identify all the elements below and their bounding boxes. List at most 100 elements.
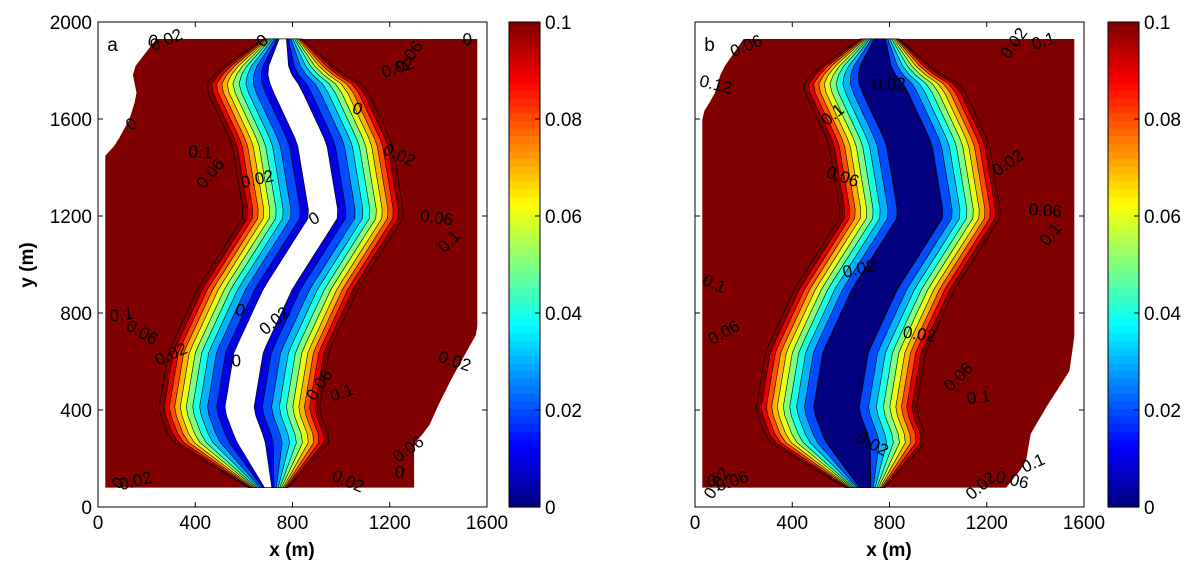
colorbar-segment	[1108, 165, 1139, 175]
colorbar-segment	[509, 256, 540, 266]
contour-label: 0.06	[1028, 200, 1062, 221]
colorbar-segment	[1108, 82, 1139, 91]
colorbar-segment	[509, 400, 540, 410]
colorbar-segment	[1108, 370, 1139, 379]
y-tick-label: 400	[60, 401, 92, 422]
x-tick-label: 1600	[466, 513, 508, 534]
colorbar-segment	[1108, 476, 1139, 485]
colorbar-tick-label: 0.02	[545, 401, 582, 422]
colorbar-segment	[509, 484, 540, 493]
colorbar-segment	[509, 325, 540, 334]
colorbar-a: 0 0.02 0.04 0.06 0.08 0.1	[508, 13, 582, 519]
colorbar-segment	[1108, 385, 1139, 394]
colorbar-segment	[509, 105, 540, 114]
x-axis-b: 0 400 800 1200 1600	[690, 22, 1105, 534]
panel-b: b 0.060.120.10.020.020.10.06 0.020.060.10.…	[690, 13, 1182, 561]
colorbar-segment	[509, 332, 540, 341]
colorbar-tick-label: 0.1	[1144, 13, 1170, 34]
x-axis-label-b: x (m)	[866, 540, 911, 561]
colorbar-segment	[1108, 272, 1139, 281]
colorbar-segment	[509, 120, 540, 129]
colorbar-segment	[1108, 363, 1139, 372]
colorbar-segment	[509, 264, 540, 273]
colorbar-segment	[509, 370, 540, 379]
colorbar-segment	[1108, 279, 1139, 288]
y-tick-label: 0	[81, 498, 92, 519]
colorbar-segment	[509, 279, 540, 288]
colorbar-segment	[1108, 499, 1139, 508]
colorbar-segment	[1108, 234, 1139, 243]
colorbar-segment	[1108, 408, 1139, 417]
colorbar-segment	[509, 181, 540, 190]
colorbar-segment	[509, 363, 540, 372]
colorbar-segment	[509, 302, 540, 311]
y-axis-b	[695, 21, 1084, 508]
colorbar-segment	[509, 67, 540, 76]
colorbar-segment	[509, 309, 540, 319]
x-tick-label: 400	[776, 513, 808, 534]
colorbar-segment	[509, 90, 540, 99]
colorbar-segment	[1108, 150, 1139, 160]
colorbar-segment	[509, 188, 540, 197]
colorbar-segment	[509, 196, 540, 205]
colorbar-tick-label: 0.04	[545, 304, 582, 325]
contour-label: 0	[706, 471, 716, 490]
colorbar-segment	[509, 234, 540, 243]
x-tick-label: 1600	[1063, 513, 1105, 534]
colorbar-segment	[1108, 423, 1139, 432]
x-axis-label-a: x (m)	[269, 540, 314, 561]
colorbar-segment	[509, 469, 540, 478]
contour-label: 0	[395, 463, 405, 482]
colorbar-tick-label: 0.08	[545, 110, 582, 131]
colorbar-segment	[1108, 340, 1139, 349]
y-tick-label: 1600	[50, 110, 92, 131]
colorbar-segment	[509, 355, 540, 364]
colorbar-segment	[509, 317, 540, 326]
colorbar-segment	[509, 75, 540, 84]
colorbar-segment	[1108, 211, 1139, 220]
colorbar-segment	[509, 97, 540, 106]
colorbar-segment	[1108, 22, 1139, 31]
colorbar-segment	[1108, 332, 1139, 341]
x-tick-label: 800	[874, 513, 906, 534]
colorbar-segment	[509, 158, 540, 167]
y-axis-label-a: y (m)	[17, 242, 38, 287]
colorbar-segment	[509, 431, 540, 440]
colorbar-segment	[509, 128, 540, 137]
colorbar-segment	[1108, 438, 1139, 447]
colorbar-segment	[1108, 75, 1139, 84]
colorbar-segment	[509, 446, 540, 455]
colorbar-segment	[1108, 317, 1139, 326]
colorbar-segment	[1108, 59, 1139, 69]
contour-label: 0.1	[966, 386, 992, 408]
colorbar-segment	[509, 22, 540, 31]
colorbar-segment	[1108, 325, 1139, 334]
colorbar-segment	[1108, 188, 1139, 197]
colorbar-segment	[509, 112, 540, 122]
colorbar-segment	[509, 438, 540, 447]
colorbar-segment	[509, 211, 540, 220]
colorbar-segment	[1108, 29, 1139, 38]
colorbar-segment	[509, 143, 540, 152]
colorbar-segment	[1108, 453, 1139, 463]
colorbar-segment	[509, 150, 540, 160]
colorbar-segment	[1108, 67, 1139, 76]
colorbar-segment	[1108, 446, 1139, 455]
x-tick-label: 0	[690, 513, 701, 534]
colorbar-segment	[509, 272, 540, 281]
colorbar-tick-label: 0.04	[1144, 304, 1181, 325]
panel-letter: a	[107, 35, 118, 56]
colorbar-segment	[1108, 256, 1139, 266]
panel-letter: b	[704, 35, 715, 56]
colorbar-segment	[1108, 249, 1139, 258]
colorbar-segment	[1108, 181, 1139, 190]
colorbar-segment	[509, 385, 540, 394]
colorbar-segment	[509, 378, 540, 387]
colorbar-tick-label: 0.08	[1144, 110, 1181, 131]
colorbar-tick-label: 0.06	[1144, 207, 1181, 228]
colorbar-segment	[1108, 52, 1139, 61]
colorbar-segment	[1108, 143, 1139, 152]
colorbar-segment	[509, 29, 540, 38]
contour-label: 0	[462, 30, 472, 49]
